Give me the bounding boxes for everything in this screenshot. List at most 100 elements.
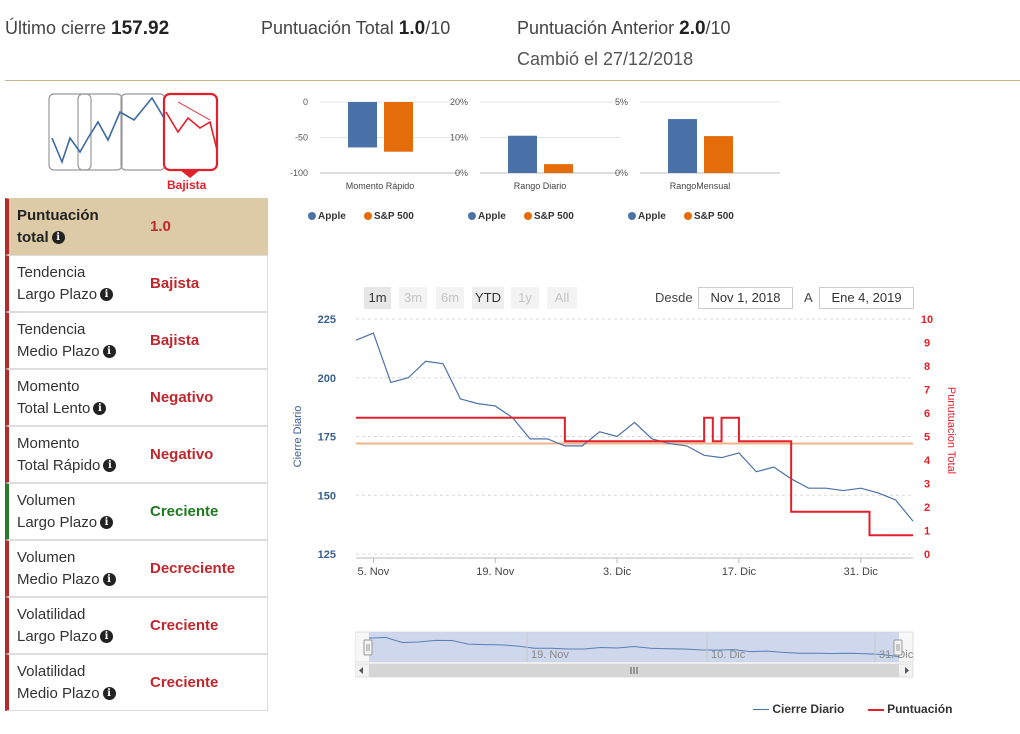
legend-sp500-label[interactable]: S&P 500	[694, 211, 734, 222]
navigator-series	[368, 636, 900, 658]
row-label-line1: Volatilidad	[17, 605, 86, 623]
x-tick-label: 17. Dic	[722, 566, 757, 578]
score-row-trend-long: Tendencia Largo Plazo i Bajista	[5, 255, 268, 312]
changed-date: Cambió el 27/12/2018	[517, 49, 694, 69]
row-label-line2: Medio Plazo	[17, 342, 100, 360]
to-label: A	[804, 290, 813, 305]
legend-sp500-dot	[684, 212, 692, 220]
info-icon[interactable]: i	[102, 345, 116, 359]
row-label-line2: Largo Plazo	[17, 513, 98, 531]
y-tick-label: -50	[295, 133, 308, 143]
score-row-total: Puntuación total i 1.0	[5, 198, 268, 255]
previous-score-value: 2.0	[679, 18, 706, 39]
previous-score: Puntuación Anterior 2.0/10	[517, 18, 731, 40]
range-button-3m[interactable]: 3m	[399, 287, 427, 309]
y-tick-label: 0%	[455, 168, 468, 178]
x-tick-label: 31. Dic	[844, 566, 879, 578]
header-divider	[5, 80, 1020, 81]
legend-sp500-dot	[524, 212, 532, 220]
bar-sp500[interactable]	[544, 164, 573, 173]
y-tick-label: 20%	[450, 97, 468, 107]
mini-chart-1: 0 -50 -100 Momento Rápido Apple S&P 500	[290, 97, 460, 222]
info-icon[interactable]: i	[102, 573, 116, 587]
row-value: Negativo	[150, 389, 214, 406]
info-icon[interactable]: i	[103, 459, 117, 473]
legend-apple-label[interactable]: Apple	[638, 211, 666, 222]
row-label-line2: Largo Plazo	[17, 627, 98, 645]
navigator-handle[interactable]	[363, 639, 373, 656]
row-label-line1: Puntuación	[17, 206, 99, 224]
last-close-value: 157.92	[111, 18, 170, 39]
bar-apple[interactable]	[508, 135, 537, 173]
bar-sp500[interactable]	[704, 136, 733, 173]
bar-apple[interactable]	[668, 119, 697, 173]
navigator-handle[interactable]	[893, 639, 903, 656]
score-row-volume-medium: Volumen Medio Plazo i Decreciente	[5, 540, 268, 597]
x-tick-label: 19. Nov	[476, 566, 514, 578]
row-value: Decreciente	[150, 560, 236, 577]
row-value: Bajista	[150, 332, 200, 349]
legend-apple-label[interactable]: Apple	[478, 211, 506, 222]
row-value: Creciente	[150, 674, 219, 691]
legend-apple-dot	[468, 212, 476, 220]
legend-score-label[interactable]: Puntuación	[887, 702, 953, 716]
x-tick-label: 5. Nov	[358, 566, 390, 578]
range-button-1y[interactable]: 1y	[511, 287, 539, 309]
legend-sp500-label[interactable]: S&P 500	[374, 211, 414, 222]
y2-axis-title: Punutuacion Total	[945, 387, 957, 474]
row-label-line2: Medio Plazo	[17, 684, 100, 702]
legend-close-swatch	[753, 709, 769, 711]
legend-apple-label[interactable]: Apple	[318, 211, 346, 222]
range-button-ytd[interactable]: YTD	[472, 287, 504, 309]
info-icon[interactable]: i	[100, 516, 114, 530]
previous-score-label: Puntuación Anterior	[517, 18, 675, 38]
row-label-line2: Total Rápido	[17, 456, 101, 474]
trend-badge-label: Bajista	[167, 178, 207, 192]
info-icon[interactable]: i	[102, 687, 116, 701]
info-icon[interactable]: i	[100, 630, 114, 644]
legend-apple-dot	[628, 212, 636, 220]
row-value: Bajista	[150, 275, 200, 292]
from-label: Desde	[655, 290, 693, 305]
scroll-right-icon[interactable]	[905, 667, 909, 674]
row-label-line1: Volumen	[17, 491, 76, 509]
scrollbar-grip-icon	[630, 667, 638, 674]
scroll-left-icon[interactable]	[359, 667, 363, 674]
y-tick-label: 5%	[615, 97, 628, 107]
y2-tick-label: 0	[924, 549, 930, 561]
navigator-label: 19. Nov	[531, 649, 569, 661]
mini-chart-3: 5% 0% RangoMensual Apple S&P 500	[615, 97, 780, 222]
range-button-6m[interactable]: 6m	[436, 287, 464, 309]
row-label-line2: Total Lento	[17, 399, 91, 417]
legend-close-label[interactable]: Cierre Diario	[772, 702, 845, 716]
series-close-line[interactable]	[355, 332, 914, 522]
y2-tick-label: 7	[924, 385, 930, 397]
score-row-volatility-medium: Volatilidad Medio Plazo i Creciente	[5, 654, 268, 711]
score-row-momentum-fast: Momento Total Rápido i Negativo	[5, 426, 268, 483]
y2-tick-label: 2	[924, 502, 930, 514]
row-value: 1.0	[150, 218, 171, 235]
y2-tick-label: 9	[924, 338, 930, 350]
range-button-1m[interactable]: 1m	[364, 287, 391, 309]
legend-sp500-label[interactable]: S&P 500	[534, 211, 574, 222]
info-icon[interactable]: i	[51, 231, 65, 245]
from-date-input[interactable]: Nov 1, 2018	[698, 287, 793, 309]
info-icon[interactable]: i	[93, 402, 107, 416]
navigator-label: 10. Dic	[711, 649, 746, 661]
info-icon[interactable]: i	[100, 288, 114, 302]
bar-apple[interactable]	[348, 102, 377, 148]
to-date-input[interactable]: Ene 4, 2019	[819, 287, 914, 309]
navigator[interactable]: 19. Nov 10. Dic 31. Dic	[355, 630, 915, 680]
bar-sp500[interactable]	[384, 102, 413, 152]
mini-chart-2: 20% 10% 0% Rango Diario Apple S&P 500	[450, 97, 620, 222]
series-score-line[interactable]	[356, 416, 913, 537]
row-label-line1: Tendencia	[17, 263, 86, 281]
mini-bar-charts: 0 -50 -100 Momento Rápido Apple S&P 500 20% 10%…	[290, 97, 780, 222]
legend-score-swatch	[867, 708, 884, 711]
total-score-value: 1.0	[398, 18, 426, 39]
range-button-all[interactable]: All	[547, 287, 577, 309]
row-value: Creciente	[150, 617, 219, 634]
score-row-volatility-long: Volatilidad Largo Plazo i Creciente	[5, 597, 268, 654]
score-row-momentum-slow: Momento Total Lento i Negativo	[5, 369, 268, 426]
